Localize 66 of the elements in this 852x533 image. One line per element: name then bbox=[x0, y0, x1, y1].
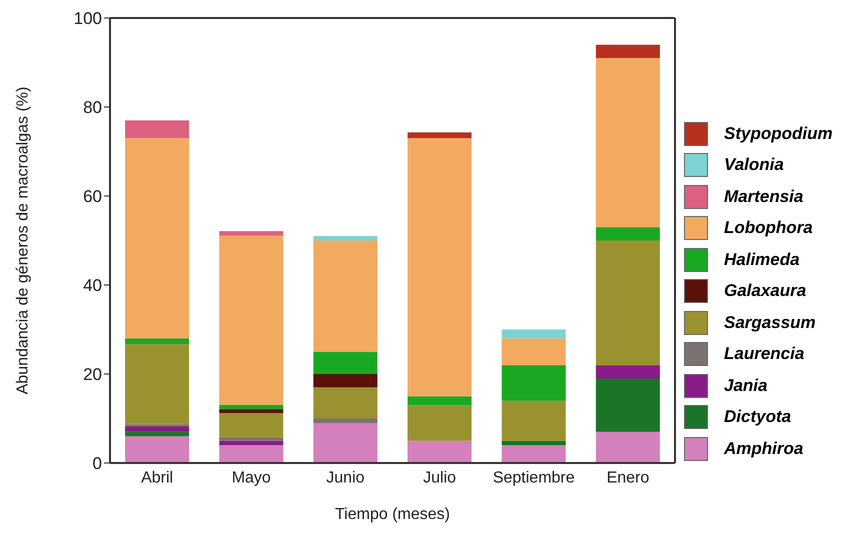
bar bbox=[596, 378, 660, 432]
bar bbox=[313, 374, 378, 388]
bar bbox=[313, 352, 378, 374]
bar bbox=[125, 432, 190, 436]
y-tick-label: 40 bbox=[83, 276, 102, 296]
x-axis-title: Tiempo (meses) bbox=[335, 506, 450, 523]
x-tick-label: Julio bbox=[423, 469, 456, 486]
x-tick-label: Enero bbox=[606, 469, 650, 486]
bar bbox=[408, 132, 472, 138]
bar bbox=[219, 231, 284, 236]
legend-label: Sargassum bbox=[724, 312, 816, 333]
bar bbox=[596, 365, 660, 378]
x-tick-label: Septiembre bbox=[492, 469, 575, 486]
bar bbox=[219, 236, 284, 405]
legend-label: Jania bbox=[724, 376, 768, 396]
legend-label: Stypopodium bbox=[724, 124, 833, 144]
bar bbox=[408, 440, 472, 463]
bar bbox=[219, 404, 284, 410]
bar bbox=[313, 240, 378, 352]
bar bbox=[125, 344, 190, 424]
y-tick-label: 60 bbox=[83, 187, 102, 206]
bar bbox=[596, 58, 660, 228]
x-tick-label: Abril bbox=[141, 469, 174, 486]
bar bbox=[125, 436, 190, 463]
bar bbox=[502, 365, 566, 401]
bar bbox=[219, 437, 284, 441]
bar bbox=[313, 387, 378, 418]
legend-label: Galaxaura bbox=[724, 281, 806, 302]
bar bbox=[502, 445, 566, 463]
bar bbox=[125, 424, 190, 427]
bar bbox=[502, 400, 566, 441]
x-tick-label: Junio bbox=[326, 469, 365, 486]
bar bbox=[125, 120, 190, 138]
bar bbox=[502, 338, 566, 366]
bar bbox=[313, 422, 378, 463]
bar bbox=[219, 409, 284, 414]
bar bbox=[408, 138, 472, 396]
bar bbox=[219, 440, 284, 446]
bar bbox=[596, 227, 660, 240]
y-tick-label: 0 bbox=[92, 454, 102, 474]
legend-label: Halimeda bbox=[724, 250, 800, 270]
bar bbox=[596, 44, 660, 58]
legend-label: Laurencia bbox=[724, 344, 804, 364]
legend-label: Valonia bbox=[724, 155, 784, 176]
bar bbox=[596, 240, 660, 366]
bar bbox=[408, 405, 472, 441]
bar bbox=[125, 426, 190, 432]
bar bbox=[502, 330, 566, 338]
legend-label: Dictyota bbox=[724, 407, 792, 428]
bar bbox=[313, 418, 378, 423]
legend-label: Martensia bbox=[724, 186, 804, 207]
legend-label: Amphiroa bbox=[724, 438, 804, 459]
bar bbox=[219, 445, 284, 463]
bar bbox=[596, 432, 660, 463]
bar bbox=[313, 236, 378, 240]
y-tick-label: 80 bbox=[83, 98, 102, 118]
bar bbox=[219, 413, 284, 438]
y-tick-label: 20 bbox=[83, 365, 102, 384]
bar bbox=[125, 338, 190, 344]
bar bbox=[502, 440, 566, 446]
y-tick-label: 100 bbox=[74, 9, 102, 28]
legend-label: Lobophora bbox=[724, 218, 813, 238]
bar bbox=[408, 396, 472, 406]
x-tick-label: Mayo bbox=[232, 469, 271, 486]
bar bbox=[125, 138, 190, 338]
y-axis-title: Abundancia de géneros de macroalgas (%) bbox=[14, 86, 32, 394]
